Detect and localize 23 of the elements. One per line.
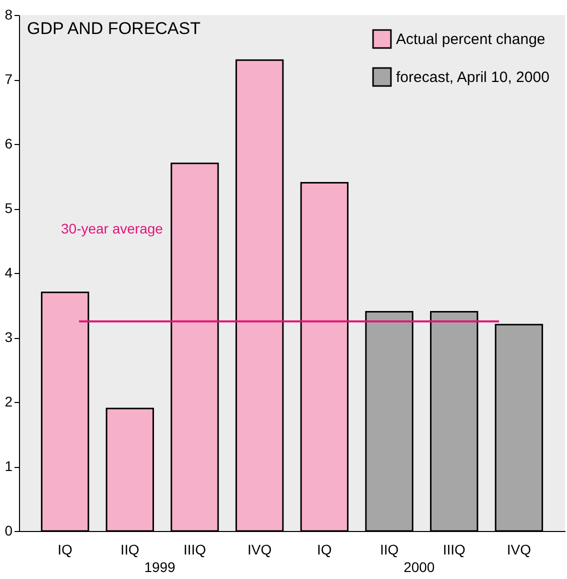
x-tick-label: IIIQ (183, 542, 206, 558)
x-tick-label: IQ (58, 542, 73, 558)
x-tick-label: IVQ (506, 542, 532, 558)
y-tick-label: 8 (4, 6, 13, 22)
chart-title: GDP AND FORECAST (27, 19, 200, 38)
x-tick-label: IIQ (380, 542, 399, 558)
legend-label: forecast, April 10, 2000 (396, 69, 550, 86)
text: 1999 (144, 559, 176, 575)
x-tick-label: IQ (317, 542, 332, 558)
y-tick-label: 7 (4, 71, 13, 87)
legend-label: Actual percent change (396, 31, 546, 48)
x-tick-label: IIIQ (442, 542, 466, 558)
x-tick-label: IIQ (120, 542, 140, 558)
y-tick-label: 0 (4, 522, 13, 538)
x-tick-label: IVQ (248, 542, 272, 558)
text: 2000 (404, 559, 435, 575)
ref-line-label: 30-year average (61, 220, 164, 236)
y-tick-label: 4 (4, 264, 13, 280)
y-tick-label: 3 (4, 329, 13, 345)
y-tick-label: 5 (4, 200, 13, 216)
y-tick-label: 2 (4, 394, 13, 410)
y-tick-label: 6 (4, 136, 13, 152)
y-tick-label: 1 (4, 458, 13, 474)
